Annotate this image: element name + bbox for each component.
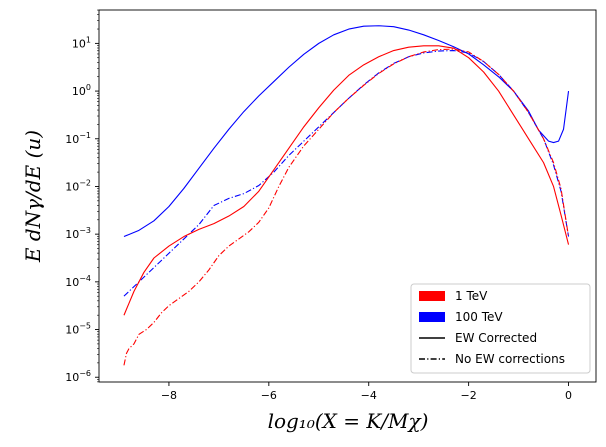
y-tick-label: 100 — [72, 83, 91, 98]
x-tick-label: 0 — [565, 389, 572, 402]
y-tick-label: 10−6 — [65, 369, 91, 384]
series-layer — [123, 25, 570, 366]
legend-item-1-tev: 1 TeV — [419, 289, 488, 303]
legend-item-ew-corrected: EW Corrected — [419, 331, 537, 345]
y-tick-label: 101 — [72, 35, 91, 50]
y-tick-label: 10−3 — [65, 226, 91, 241]
legend-label: 1 TeV — [455, 289, 488, 303]
y-tick-label: 10−1 — [65, 131, 91, 146]
legend-item-no-ew-corrections: No EW corrections — [419, 352, 565, 366]
series-line-1tev-corrected — [123, 45, 570, 316]
legend-items: 1 TeV 100 TeV EW Corrected No EW correction… — [419, 289, 565, 366]
y-tick-label: 10−5 — [65, 322, 91, 337]
y-tick-label: 10−2 — [65, 178, 91, 193]
x-axis-label: log₁₀(X = K/Mχ) — [268, 409, 429, 433]
x-tick-label: −4 — [361, 389, 377, 402]
legend-item-100-tev: 100 TeV — [419, 310, 503, 324]
x-tick-label: −2 — [461, 389, 477, 402]
legend-box — [410, 283, 591, 374]
x-axis: −8 −6 −4 −2 0 — [161, 382, 572, 402]
y-axis: 101 100 10−1 10−2 10−3 10−4 10−5 10−6 — [65, 9, 99, 384]
legend-swatch — [419, 291, 445, 301]
series-line-100tev-corrected — [123, 25, 570, 238]
series-line-1tev-none — [123, 48, 570, 366]
legend-label: No EW corrections — [455, 352, 565, 366]
legend-swatch — [419, 312, 445, 322]
y-axis-label: E dNγ/dE (u) — [21, 130, 45, 263]
legend: 1 TeV 100 TeV EW Corrected No EW correction… — [410, 283, 591, 374]
series-line-100tev-none — [123, 49, 570, 297]
plot-frame — [98, 9, 597, 383]
x-tick-label: −8 — [161, 389, 177, 402]
legend-label: 100 TeV — [455, 310, 503, 324]
legend-label: EW Corrected — [455, 331, 537, 345]
x-tick-label: −6 — [261, 389, 277, 402]
y-tick-label: 10−4 — [65, 274, 91, 289]
